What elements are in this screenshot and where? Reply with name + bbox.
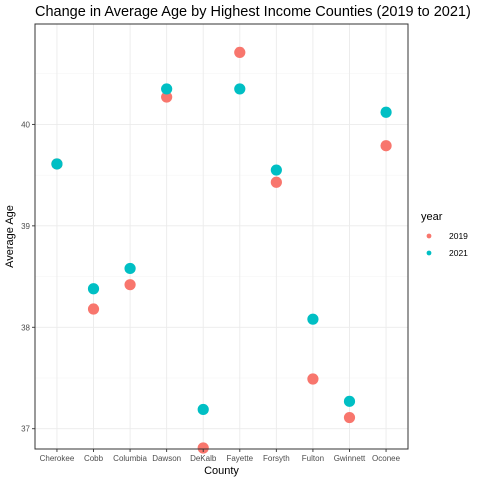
point-2019-forsyth (270, 176, 282, 188)
grid (35, 24, 408, 449)
legend-title: year (421, 211, 443, 223)
point-2021-cobb (87, 283, 100, 295)
point-2021-fayette (234, 83, 246, 95)
point-2019-dekalb (197, 442, 209, 454)
y-tick-label: 40 (21, 120, 30, 129)
point-2019-fulton (307, 373, 319, 385)
point-2021-dekalb (197, 403, 209, 416)
point-2019-columbia (124, 279, 136, 291)
legend: year 2019 2021 (421, 211, 468, 258)
point-2019-fayette (234, 46, 246, 59)
point-2021-dawson (161, 83, 173, 95)
x-tick-label: Columbia (113, 454, 147, 463)
point-2021-fulton (307, 313, 319, 325)
legend-label-2021: 2021 (449, 248, 468, 258)
data-points (51, 46, 392, 454)
point-2021-columbia (124, 262, 136, 275)
legend-label-2019: 2019 (449, 231, 468, 241)
legend-key-2019 (426, 233, 432, 239)
point-2021-gwinnett (343, 395, 356, 407)
point-2021-forsyth (270, 164, 282, 176)
x-tick-label: Fulton (302, 454, 324, 463)
x-tick-label: Fayette (226, 454, 253, 463)
plot-panel (34, 23, 409, 450)
x-tick-label: Cherokee (40, 454, 75, 463)
axes: 37 38 39 40 Cherokee Cobb Columbia Dawson DeKalb… (21, 120, 401, 463)
y-tick-label: 38 (21, 323, 30, 332)
x-tick-label: Forsyth (263, 454, 290, 463)
y-axis-title: Average Age (4, 205, 16, 268)
y-tick-label: 39 (21, 222, 30, 231)
x-tick-label: Gwinnett (334, 454, 366, 463)
x-tick-label: Oconee (372, 454, 401, 463)
y-tick-label: 37 (21, 425, 30, 434)
chart-title: Change in Average Age by Highest Income … (35, 4, 471, 20)
point-2019-cobb (87, 303, 100, 315)
x-tick-label: DeKalb (190, 454, 217, 463)
x-tick-label: Dawson (152, 454, 181, 463)
point-2019-gwinnett (343, 411, 356, 424)
point-2021-cherokee (51, 158, 63, 170)
point-2019-oconee (380, 140, 392, 152)
x-tick-label: Cobb (84, 454, 104, 463)
point-2021-oconee (380, 106, 392, 118)
legend-key-2021 (426, 250, 432, 256)
point-2019-dawson (161, 91, 173, 103)
x-axis-title: County (204, 465, 239, 477)
